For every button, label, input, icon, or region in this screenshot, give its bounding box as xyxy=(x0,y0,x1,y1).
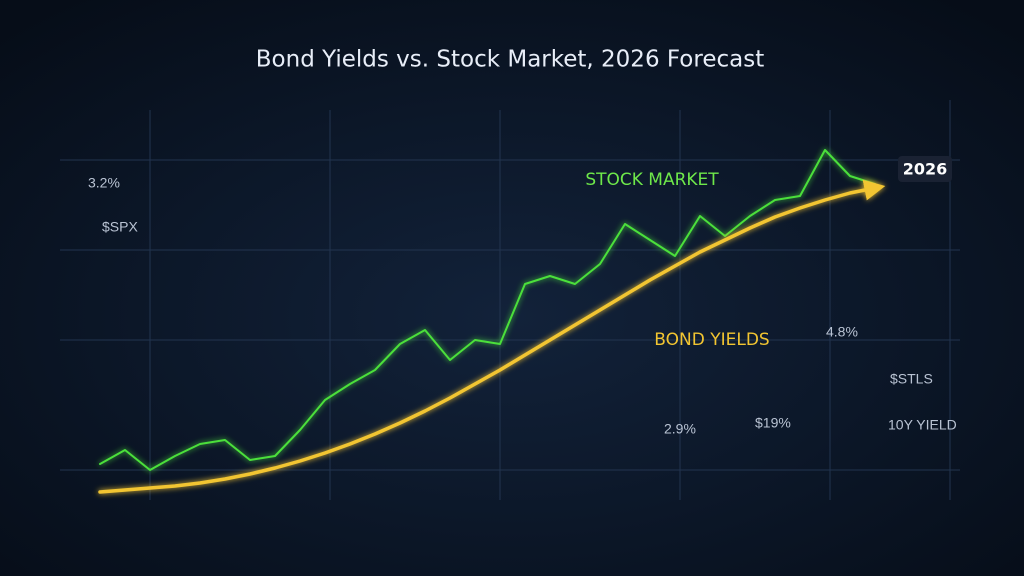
grid xyxy=(60,100,960,500)
label-box xyxy=(898,156,952,182)
annotation: 3.2% xyxy=(88,175,120,191)
series-label: BOND YIELDS xyxy=(654,330,769,350)
annotation: $19% xyxy=(755,415,791,431)
annotation: $STLS xyxy=(890,371,933,387)
annotation: $SPX xyxy=(102,219,138,235)
series-label: STOCK MARKET xyxy=(585,170,719,190)
annotation: 2.9% xyxy=(664,421,696,437)
bond-line xyxy=(98,179,886,494)
stock-line xyxy=(99,149,876,471)
annotation: 10Y YIELD xyxy=(888,417,957,433)
annotation: 4.8% xyxy=(826,324,858,340)
chart-title: Bond Yields vs. Stock Market, 2026 Forec… xyxy=(256,47,764,73)
annotation: 2026 xyxy=(903,160,948,179)
